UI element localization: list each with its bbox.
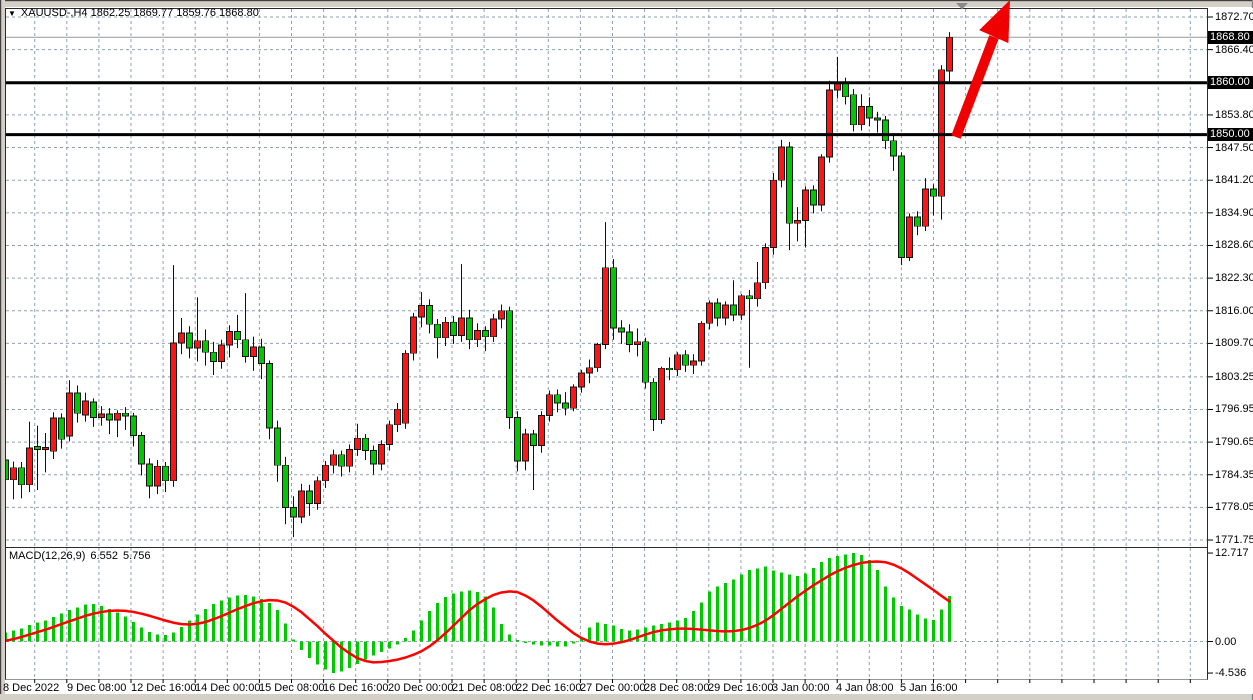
price-tick-label: 1796.95: [1215, 403, 1253, 416]
window-left-edge: [0, 0, 5, 700]
macd-histogram: [6, 553, 951, 674]
window-top-edge: [0, 0, 1253, 7]
time-axis-label: 27 Dec 00:00: [580, 682, 646, 694]
chart-shift-triangle-icon[interactable]: [956, 3, 968, 10]
price-tick-label: 1816.00: [1215, 304, 1253, 317]
price-tick-label: 1803.25: [1215, 370, 1253, 383]
price-tick-label: 1866.40: [1215, 43, 1253, 56]
candles: [6, 32, 953, 538]
main-chart-layer: [6, 9, 1207, 547]
window-bottom-edge: [0, 694, 1253, 700]
price-tick-label: 1822.30: [1215, 272, 1253, 285]
time-axis-label: 9 Dec 08:00: [67, 682, 127, 694]
macd-signal-line: [6, 560, 951, 664]
time-axis-label: 15 Dec 08:00: [259, 682, 325, 694]
current-price-badge: 1868.80: [1208, 30, 1253, 44]
price-tick-label: 1778.05: [1215, 501, 1253, 514]
time-axis-label: 20 Dec 00:00: [388, 682, 454, 694]
time-axis-strip[interactable]: [5, 679, 1208, 694]
price-tick-label: 1771.75: [1215, 534, 1253, 547]
symbol-dropdown-icon[interactable]: ▼: [8, 8, 16, 18]
hline-price-badge: 1850.00: [1208, 128, 1253, 142]
macd-layer: [6, 548, 1207, 679]
hline-price-badge: 1860.00: [1208, 76, 1253, 90]
price-tick-label: 1847.50: [1215, 141, 1253, 154]
time-axis-label: 29 Dec 16:00: [708, 682, 774, 694]
price-tick-label: 1784.35: [1215, 468, 1253, 481]
macd-name: MACD(12,26,9): [9, 550, 86, 562]
time-axis-label: 8 Dec 2022: [3, 682, 60, 694]
price-tick-label: 1809.70: [1215, 337, 1253, 350]
time-axis-label: 21 Dec 08:00: [452, 682, 518, 694]
macd-signal-value: 5.756: [122, 550, 151, 562]
macd-axis-label: 12.717: [1215, 547, 1249, 560]
time-axis-label: 16 Dec 16:00: [323, 682, 389, 694]
macd-main-value: 6.552: [90, 550, 118, 562]
price-tick-label: 1828.60: [1215, 239, 1253, 252]
time-axis-label: 3 Jan 00:00: [772, 682, 830, 694]
price-axis-strip[interactable]: [1208, 8, 1253, 694]
price-tick-label: 1790.65: [1215, 436, 1253, 449]
price-tick-label: 1834.90: [1215, 206, 1253, 219]
price-tick-label: 1872.70: [1215, 11, 1253, 23]
macd-pane[interactable]: [5, 547, 1208, 680]
time-axis-label: 14 Dec 00:00: [195, 682, 261, 694]
time-axis-label: 12 Dec 16:00: [131, 682, 197, 694]
macd-indicator-label: MACD(12,26,9) 6.552 5.756: [9, 550, 150, 562]
time-axis-label: 22 Dec 16:00: [516, 682, 582, 694]
time-axis-label: 28 Dec 08:00: [644, 682, 710, 694]
red-up-arrow[interactable]: [951, 0, 1010, 139]
price-tick-label: 1841.20: [1215, 174, 1253, 187]
symbol-ohlc-label: XAUUSD-,H4 1862.25 1869.77 1859.76 1868.…: [20, 7, 259, 19]
price-tick-label: 1853.80: [1215, 108, 1253, 121]
macd-axis-label: 0.00: [1215, 635, 1237, 648]
chart-title: ▼ XAUUSD-,H4 1862.25 1869.77 1859.76 186…: [8, 7, 259, 19]
time-axis-label: 4 Jan 08:00: [836, 682, 894, 694]
macd-axis-label: -4.536: [1215, 667, 1247, 680]
time-axis-label: 5 Jan 16:00: [900, 682, 958, 694]
